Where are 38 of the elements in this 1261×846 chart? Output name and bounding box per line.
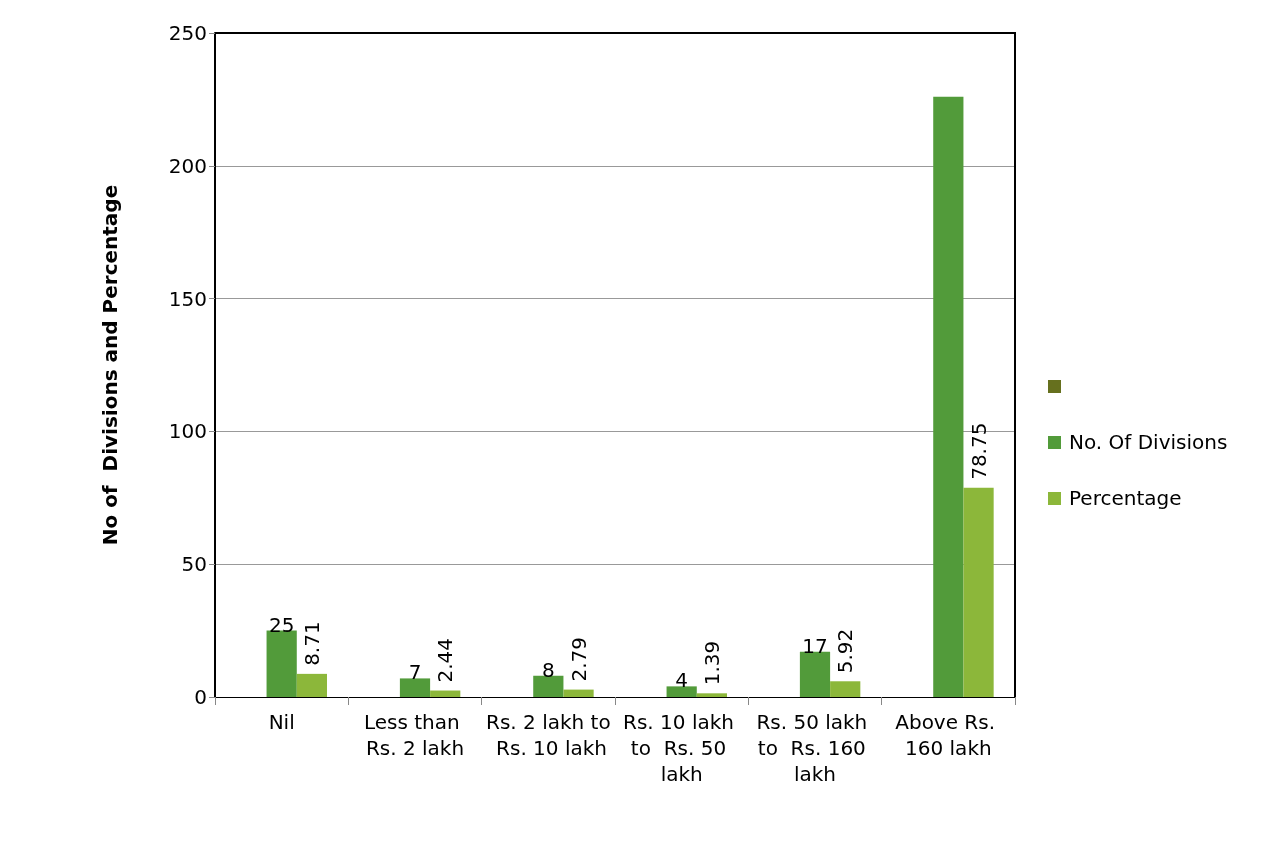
bar [430, 690, 461, 697]
x-tick-label: Nil [268, 710, 295, 734]
y-axis-title: No of Divisions and Percentage [98, 184, 122, 546]
x-tick-label: Above Rs. 160 lakh [895, 710, 1002, 760]
data-label: 4 [675, 668, 689, 693]
y-tick-label: 150 [168, 286, 207, 311]
data-label: 2.44 [433, 637, 458, 683]
data-label: 7 [408, 660, 422, 685]
bar [296, 673, 327, 697]
data-label: 1.39 [699, 640, 724, 686]
legend-label: No. Of Divisions [1069, 430, 1228, 454]
bar [533, 675, 564, 697]
data-label: 8.71 [299, 621, 324, 666]
bar [563, 689, 594, 697]
bar [933, 96, 964, 697]
legend-label: Percentage [1069, 486, 1182, 510]
data-label: 17 [802, 633, 828, 658]
data-label: 2.79 [566, 637, 591, 682]
data-label: 8 [541, 657, 555, 682]
bar [963, 487, 994, 697]
bar [830, 681, 861, 697]
x-tick-label: Less than Rs. 2 lakh [363, 710, 467, 760]
bar [666, 686, 697, 697]
y-tick-label: 100 [168, 419, 207, 444]
bar [696, 693, 727, 697]
bar [266, 630, 297, 697]
x-tick-label: Rs. 10 lakh to Rs. 50 lakh [623, 710, 741, 786]
bar [399, 678, 431, 697]
x-tick-label: Rs. 50 lakh to Rs. 160 lakh [756, 710, 874, 786]
y-tick-label: 250 [168, 21, 207, 45]
data-label: 25 [268, 612, 295, 637]
x-tick-label: Rs. 2 lakh to Rs. 10 lakh [486, 710, 611, 760]
data-label: 78.75 [966, 422, 991, 480]
y-tick-label: 200 [168, 153, 207, 178]
y-tick-label: 0 [194, 685, 207, 709]
data-label: 5.92 [833, 628, 858, 674]
bar [799, 651, 831, 697]
y-tick-label: 50 [181, 552, 207, 577]
